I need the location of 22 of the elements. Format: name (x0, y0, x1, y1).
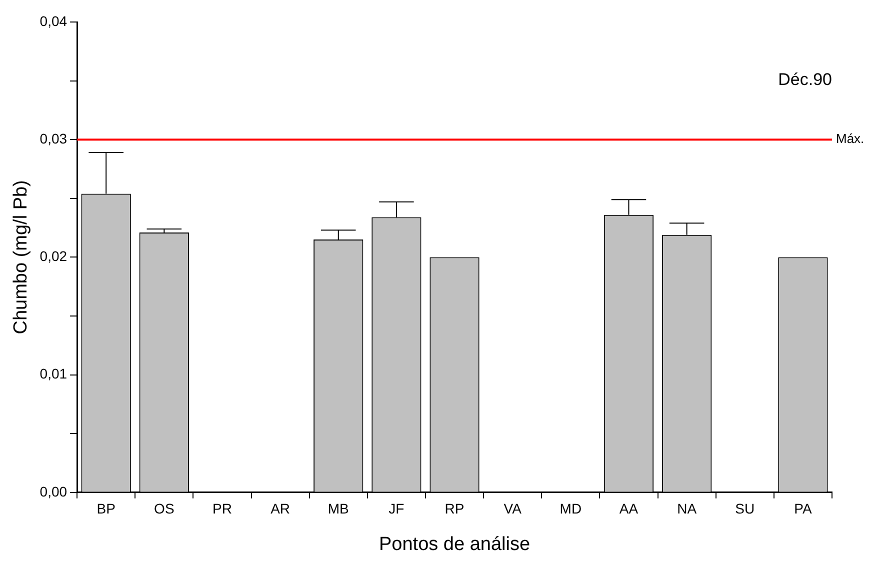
annotation: Déc.90 (778, 70, 832, 90)
ref-line-label: Máx. (836, 131, 864, 146)
x-tick-label: NA (677, 500, 698, 517)
y-tick-label: 0,04 (40, 12, 68, 29)
y-tick-label: 0,03 (40, 130, 68, 146)
x-tick-label: MB (328, 500, 349, 517)
x-axis-title: Pontos de análise (378, 534, 530, 555)
x-tick-label: AA (619, 500, 639, 517)
x-tick-label: PA (794, 500, 812, 517)
x-tick-label: JF (388, 500, 404, 517)
x-tick-label: SU (735, 500, 755, 517)
y-tick-label: 0,02 (40, 248, 68, 264)
x-tick-label: AR (270, 500, 290, 517)
y-axis-title: Chumbo (mg/l Pb) (10, 180, 32, 334)
x-tick-label: PR (212, 500, 232, 517)
x-tick-label: OS (154, 500, 174, 517)
y-tick-label: 0,00 (40, 483, 68, 500)
x-tick-label: RP (444, 500, 464, 517)
x-tick-label: VA (504, 500, 522, 517)
x-tick-label: MD (560, 500, 582, 517)
y-tick-label: 0,01 (40, 366, 68, 382)
x-tick-label: BP (96, 500, 116, 517)
